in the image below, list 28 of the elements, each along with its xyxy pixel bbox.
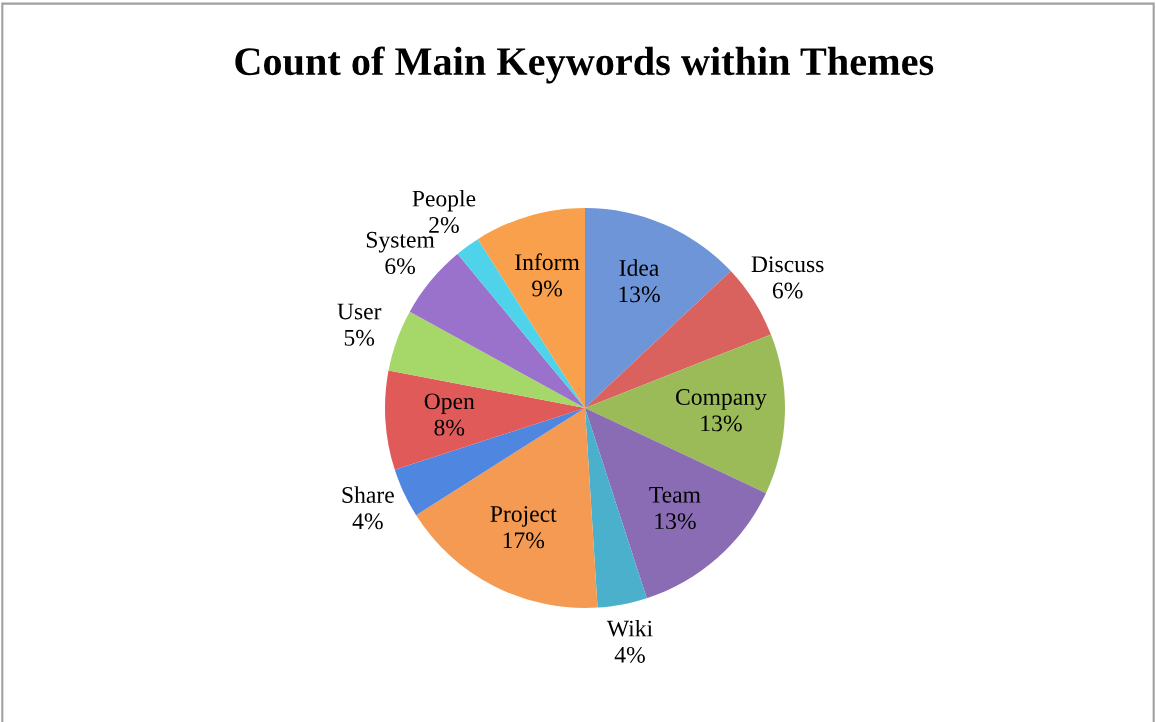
slice-label: People [412,189,476,212]
data-label: 8% [434,419,465,436]
data-label: 9% [532,280,562,297]
data-label: 4% [352,513,383,530]
slice-label: Discuss [751,256,824,273]
data-label: 6% [772,282,803,299]
data-label: 6% [385,258,416,275]
pie-slice [585,408,766,599]
slice-label: Inform [515,253,580,271]
data-label: 5% [344,329,375,346]
slice-label: Idea [619,259,659,276]
data-label: 13% [655,513,696,530]
data-label: 2% [429,216,459,233]
slice-label: Share [342,486,394,503]
slice-label: Wiki [606,619,653,637]
pie-slice [385,370,585,470]
data-label: 13% [701,415,742,432]
slice-label: User [337,303,382,320]
slice-label: Project [490,506,557,527]
slice-label: Company [675,389,767,410]
slice-label: Open [424,393,475,415]
data-label: 13% [619,286,660,303]
data-label: 4% [614,646,645,663]
pie-slice [585,408,647,608]
slice-label: Team [649,487,701,503]
chart-title: Count of Main Keywords within Themes [235,46,934,84]
slice-label: System [366,231,435,253]
data-label: 17% [503,532,545,549]
